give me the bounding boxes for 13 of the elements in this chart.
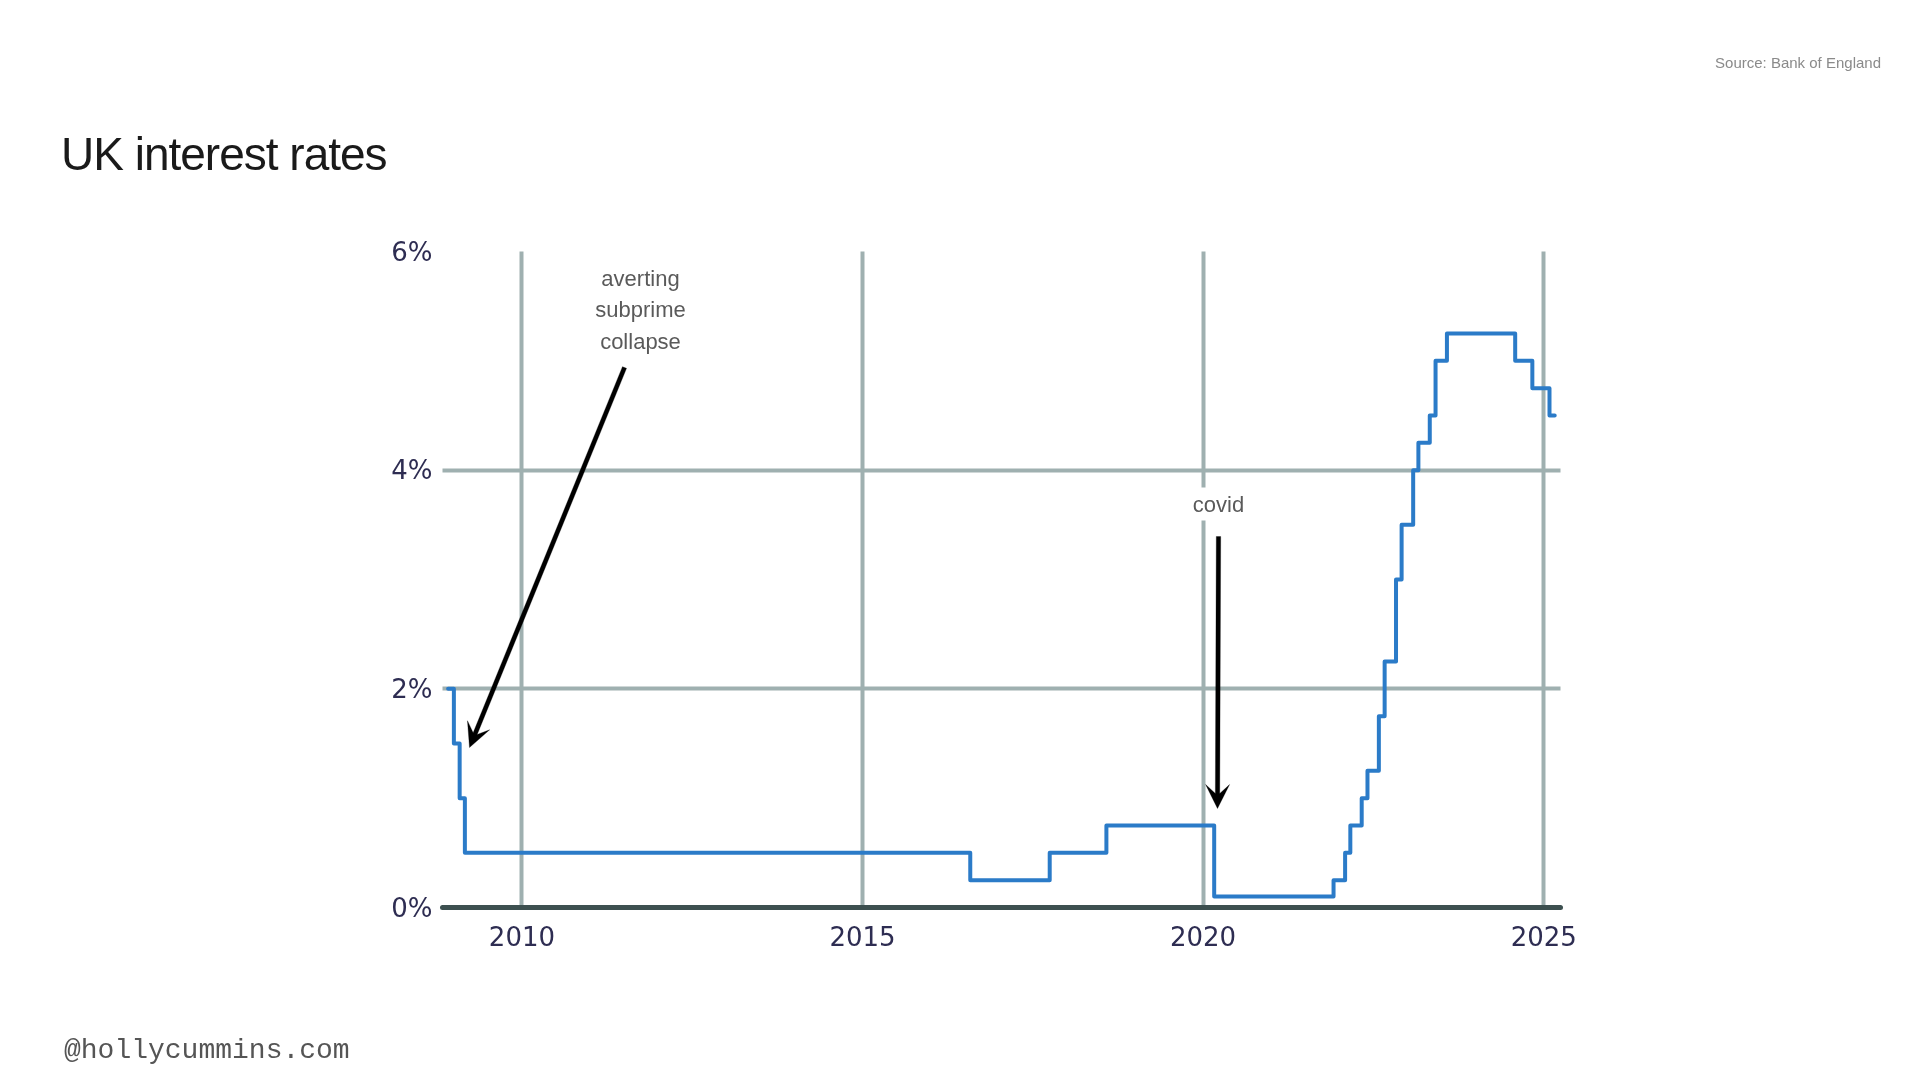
x-tick-label: 2025	[1510, 921, 1577, 952]
y-tick-label: 6%	[391, 236, 433, 267]
chart-title: UK interest rates	[61, 127, 387, 182]
x-tick-label: 2010	[488, 921, 556, 952]
text: @hollycummins.com	[64, 1034, 350, 1068]
source-note: Source: Bank of England	[1715, 53, 1881, 73]
y-tick-label: 4%	[391, 455, 433, 486]
x-tick-label: 2015	[829, 921, 896, 952]
annotation: covid	[1192, 491, 1245, 517]
y-tick-label: 2%	[391, 673, 433, 704]
y-tick-label: 0%	[391, 892, 433, 923]
x-tick-label: 2020	[1169, 921, 1237, 952]
annotation: averting subprime collapse	[595, 266, 686, 354]
